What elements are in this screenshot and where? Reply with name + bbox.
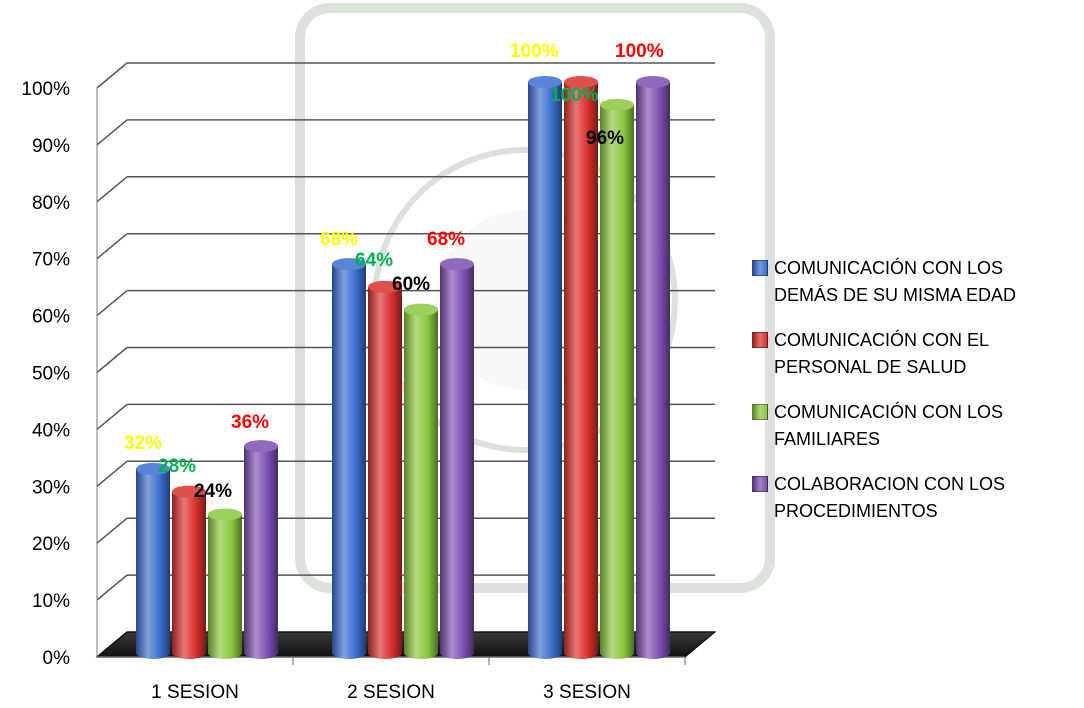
bar-3-series-4 <box>636 76 670 659</box>
y-tick-label: 10% <box>32 591 70 612</box>
legend-label-series-4: COLABORACION CON LOS PROCEDIMIENTOS <box>774 474 1006 521</box>
bar-1-series-3 <box>208 508 242 659</box>
chart-legend: COMUNICACIÓN CON LOS DEMÁS DE SU MISMA E… <box>752 255 1082 543</box>
data-label-1-series-4: 36% <box>231 412 269 433</box>
gridline-diag <box>96 517 128 544</box>
bar-body <box>440 264 474 659</box>
legend-label-series-2: COMUNICACIÓN CON EL PERSONAL DE SALUD <box>774 330 990 377</box>
bar-top <box>440 258 474 271</box>
bar-top <box>172 485 206 498</box>
legend-swatch-series-2 <box>752 332 768 348</box>
bar-body <box>332 264 366 659</box>
bar-3-series-3 <box>600 98 634 659</box>
bar-top <box>368 280 402 293</box>
bar-1-series-1 <box>136 462 170 659</box>
data-label-3-series-4: 100% <box>615 41 664 62</box>
legend-item-series-3: COMUNICACIÓN CON LOS FAMILIARES <box>752 399 1082 453</box>
y-tick-label: 40% <box>32 420 70 441</box>
bar-top <box>528 76 562 88</box>
data-label-3-series-1: 100% <box>510 41 559 62</box>
legend-item-series-4: COLABORACION CON LOS PROCEDIMIENTOS <box>752 471 1082 525</box>
bar-top <box>136 462 170 475</box>
y-tick-label: 70% <box>32 250 70 271</box>
bar-1-series-2 <box>172 485 206 659</box>
y-tick-label: 20% <box>32 534 70 555</box>
gridline-diag <box>96 176 128 203</box>
bar-body <box>528 82 562 659</box>
bar-1-series-4 <box>244 440 278 659</box>
bar-body <box>136 468 170 659</box>
data-label-1-series-3: 24% <box>194 481 232 502</box>
gridline-diag <box>96 290 128 317</box>
legend-item-series-1: COMUNICACIÓN CON LOS DEMÁS DE SU MISMA E… <box>752 255 1082 309</box>
y-tick-label: 60% <box>32 307 70 328</box>
bar-body <box>404 309 438 659</box>
x-tick-label: 1 SESION <box>151 682 239 703</box>
y-tick-label: 100% <box>21 79 70 100</box>
bar-2-series-2 <box>368 280 402 659</box>
legend-label-series-3: COMUNICACIÓN CON LOS FAMILIARES <box>774 402 1004 449</box>
bar-top <box>208 508 242 521</box>
data-label-3-series-2: 100% <box>550 85 599 106</box>
bar-3-series-1 <box>528 76 562 659</box>
bar-2-series-3 <box>404 303 438 659</box>
y-tick-label: 80% <box>32 193 70 214</box>
bar-top <box>332 258 366 271</box>
x-tick-label: 3 SESION <box>543 682 631 703</box>
gridline-diag <box>96 403 128 430</box>
bar-top <box>636 76 670 88</box>
bar-body <box>636 82 670 659</box>
bar-body <box>208 514 242 659</box>
y-tick-label: 50% <box>32 364 70 385</box>
legend-item-series-2: COMUNICACIÓN CON EL PERSONAL DE SALUD <box>752 327 1082 381</box>
data-label-2-series-2: 64% <box>355 250 393 271</box>
bar-body <box>600 104 634 659</box>
data-label-2-series-1: 68% <box>320 229 358 250</box>
data-label-2-series-3: 60% <box>392 274 430 295</box>
x-axis-ticks: 1 SESION 2 SESION 3 SESION <box>151 657 686 703</box>
data-label-1-series-1: 32% <box>124 433 162 454</box>
bar-2-series-4 <box>440 258 474 659</box>
bar-series <box>136 76 670 659</box>
gridline-diag <box>96 460 128 487</box>
legend-label-series-1: COMUNICACIÓN CON LOS DEMÁS DE SU MISMA E… <box>774 258 1017 305</box>
bar-top <box>244 440 278 453</box>
y-tick-label: 90% <box>32 136 70 157</box>
x-tick-label: 2 SESION <box>347 682 435 703</box>
y-axis-ticks: 0% 10% 20% 30% 40% 50% 60% 70% 80% 90% 100% <box>21 79 70 669</box>
bar-top <box>404 303 438 316</box>
bar-body <box>172 491 206 659</box>
gridline-diag <box>96 346 128 374</box>
data-label-1-series-2: 28% <box>158 456 196 477</box>
bar-top <box>564 76 598 88</box>
gridline-diag <box>96 574 128 601</box>
bar-body <box>244 446 278 659</box>
gridline-diag <box>96 233 128 260</box>
gridline-diag <box>96 62 128 89</box>
bar-top <box>600 98 634 111</box>
bar-3-series-2 <box>564 76 598 659</box>
legend-swatch-series-1 <box>752 260 768 276</box>
data-labels: 32%28%24%36%68%64%60%68%100%100%96%100% <box>124 41 664 502</box>
legend-swatch-series-4 <box>752 476 768 492</box>
bar-2-series-1 <box>332 258 366 659</box>
bar-body <box>564 82 598 659</box>
y-tick-label: 30% <box>32 477 70 498</box>
y-tick-label: 0% <box>43 648 71 669</box>
gridline-diag <box>96 119 128 146</box>
data-label-2-series-4: 68% <box>427 229 465 250</box>
data-label-3-series-3: 96% <box>586 128 624 149</box>
legend-swatch-series-3 <box>752 404 768 420</box>
bar-body <box>368 286 402 659</box>
